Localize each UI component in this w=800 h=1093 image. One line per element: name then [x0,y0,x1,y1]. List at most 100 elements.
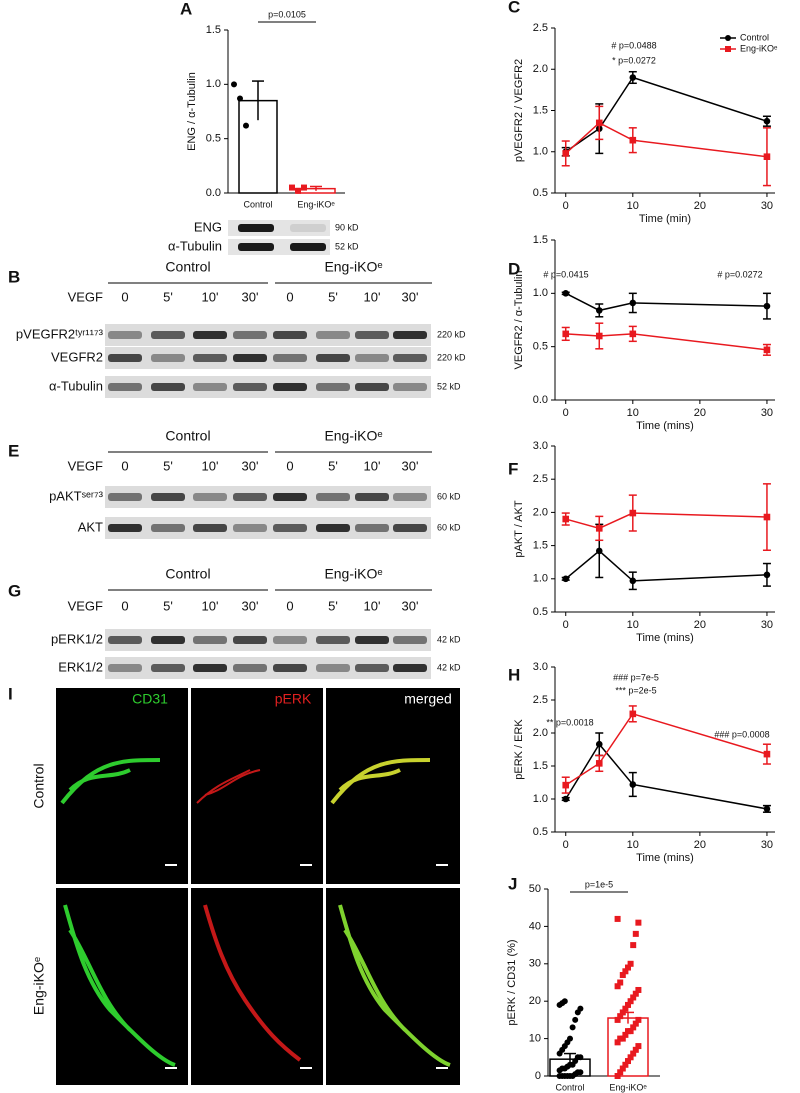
annotation: *** p=2e-5 [615,685,656,695]
marker [562,795,570,803]
y-tick-label: 1.5 [533,760,548,772]
x-tick-label: 10 [627,619,639,631]
marker [595,525,603,532]
y-axis-label: pERK / ERK [513,719,525,780]
marker [614,1016,621,1023]
marker [625,1001,631,1008]
marker [562,575,570,583]
image-cd31-ko [56,888,188,1085]
x-axis-label: Time (min) [639,213,691,225]
condition-label: Eng-iKOᵉ [31,957,47,1015]
signal [196,769,261,804]
blot-size: 220 kD [437,352,466,362]
band [290,243,326,251]
line [565,292,767,312]
x-tick-label: 10 [627,407,639,419]
band [233,331,267,339]
band [355,493,389,501]
y-tick-label: 3.0 [533,661,548,673]
image-perk-control [191,688,323,884]
blot-size: 42 kD [437,662,461,672]
blot-size: 220 kD [437,329,466,339]
band [393,664,427,672]
group-label: Control [165,428,210,444]
lane-label: 0 [286,289,293,304]
marker [619,972,626,979]
lane-label: 10' [202,598,219,613]
band [316,354,350,362]
marker [595,547,603,555]
y-tick-label: 50 [529,883,541,895]
group-label: Eng-iKOᵉ [324,259,382,275]
band [193,354,227,362]
y-tick-label: 1.5 [533,104,548,116]
marker [237,95,243,102]
y-tick-label: 30 [529,958,541,970]
marker [629,577,637,585]
channel-label: merged [404,691,451,707]
band [393,354,427,362]
band [233,493,267,501]
marker [632,1020,639,1027]
line [565,549,767,582]
lane-label: 5' [163,598,173,613]
band [151,636,185,644]
band [108,331,142,339]
band [273,383,307,391]
blot-label: ENG [194,219,222,234]
marker [595,740,603,748]
band [355,354,389,362]
p-value: p=1e-5 [585,879,613,889]
y-tick-label: 1.5 [533,540,548,552]
panel-letter: B [8,267,20,286]
band [273,524,307,532]
band [355,383,389,391]
y-axis-label: pVEGFR2 / VEGFR2 [513,59,525,162]
annotation: # p=0.0488 [611,40,656,50]
blot-label: AKT [78,519,103,534]
band [108,636,142,644]
marker [629,330,637,338]
x-tick-label: 30 [761,839,773,851]
y-tick-label: 0.5 [533,826,548,838]
blot-label: VEGFR2 [51,349,103,364]
lane-label: 5' [163,289,173,304]
signal [203,904,302,1062]
blot-label: pERK1/2 [51,631,103,646]
panel-letter: D [508,259,520,278]
x-tick-label: Eng-iKOᵉ [297,199,335,209]
lane-label: 0 [286,458,293,473]
line [565,742,768,810]
x-tick-label: 20 [694,839,706,851]
panel-letter: J [508,874,517,893]
panel-letter: F [508,459,518,478]
line [565,76,768,153]
x-tick-label: 0 [563,619,569,631]
band [393,493,427,501]
treatment-label: VEGF [68,289,103,304]
band [151,383,185,391]
marker [763,513,771,521]
group-label: Eng-iKOᵉ [324,566,382,582]
lane-label: 0 [286,598,293,613]
marker [635,986,642,993]
x-tick-label: 30 [761,200,773,212]
x-tick-label: 0 [563,839,569,851]
blot-size: 52 kD [437,381,461,391]
marker [595,332,603,340]
blot-label: pVEGFR2ᵗʸʳ¹¹⁷³ [16,326,104,341]
marker [725,46,731,52]
y-tick-label: 0.0 [533,394,548,406]
band [233,636,267,644]
y-tick-label: 1.0 [533,793,548,805]
y-tick-label: 10 [529,1033,541,1045]
y-tick-label: 0.0 [206,187,221,199]
y-tick-label: 1.0 [533,146,548,158]
x-tick-label: 20 [694,200,706,212]
blot-label: α-Tubulin [168,238,222,253]
marker [577,1005,584,1012]
marker [572,1016,579,1023]
band [193,493,227,501]
panel-letter: G [8,581,21,600]
blot-size: 60 kD [437,522,461,532]
